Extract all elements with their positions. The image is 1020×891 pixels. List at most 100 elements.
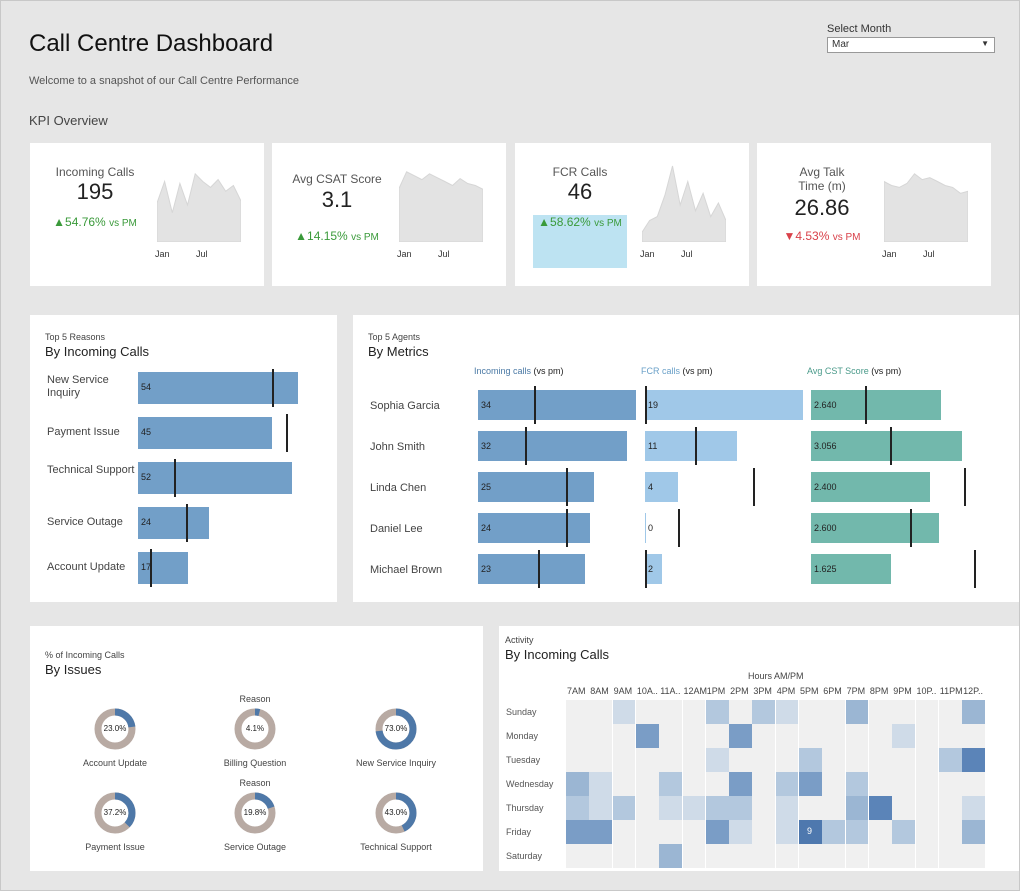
heatmap-cell[interactable]	[915, 796, 939, 820]
heatmap-cell[interactable]	[892, 724, 915, 748]
heatmap-cell[interactable]	[752, 772, 776, 796]
heatmap-cell[interactable]	[612, 748, 636, 772]
heatmap-cell[interactable]	[822, 844, 846, 868]
heatmap-cell[interactable]	[659, 796, 682, 820]
heatmap-cell[interactable]	[962, 724, 985, 748]
kpi-card[interactable]: Incoming Calls 195 ▲54.76% vs PM Jan Jul	[30, 143, 264, 286]
heatmap-cell[interactable]	[892, 748, 915, 772]
heatmap-cell[interactable]: 9	[799, 820, 822, 844]
heatmap-cell[interactable]	[682, 772, 706, 796]
kpi-card[interactable]: Avg Talk Time (m) 26.86 ▼4.53% vs PM Jan Jul	[757, 143, 991, 286]
heatmap-cell[interactable]	[775, 724, 799, 748]
heatmap-cell[interactable]	[892, 820, 915, 844]
heatmap-cell[interactable]	[566, 844, 589, 868]
heatmap-cell[interactable]	[868, 844, 892, 868]
heatmap-cell[interactable]	[868, 748, 892, 772]
heatmap-cell[interactable]	[589, 796, 613, 820]
heatmap-cell[interactable]	[752, 748, 776, 772]
agent-metric-bar[interactable]: 34	[478, 390, 636, 420]
heatmap-cell[interactable]	[635, 724, 659, 748]
heatmap-cell[interactable]	[962, 772, 985, 796]
heatmap-cell[interactable]	[566, 724, 589, 748]
reason-bar[interactable]: 54	[138, 372, 299, 404]
heatmap-cell[interactable]	[845, 772, 869, 796]
heatmap-cell[interactable]	[868, 724, 892, 748]
agent-metric-bar[interactable]: 3.056	[811, 431, 962, 461]
heatmap-cell[interactable]	[775, 796, 799, 820]
heatmap-cell[interactable]	[845, 820, 869, 844]
heatmap-cell[interactable]	[938, 772, 962, 796]
heatmap-cell[interactable]	[915, 724, 939, 748]
heatmap-cell[interactable]	[938, 724, 962, 748]
heatmap-cell[interactable]	[938, 820, 962, 844]
heatmap-cell[interactable]	[612, 772, 636, 796]
heatmap-cell[interactable]	[938, 748, 962, 772]
heatmap-cell[interactable]	[915, 748, 939, 772]
heatmap-cell[interactable]	[566, 700, 589, 724]
agent-metric-bar[interactable]: 2.640	[811, 390, 942, 420]
heatmap-cell[interactable]	[729, 700, 752, 724]
agent-metric-bar[interactable]: 32	[478, 431, 627, 461]
heatmap-cell[interactable]	[705, 700, 729, 724]
heatmap-cell[interactable]	[589, 724, 613, 748]
heatmap-cell[interactable]	[752, 844, 776, 868]
agent-metric-bar[interactable]: 23	[478, 554, 585, 584]
heatmap-cell[interactable]	[659, 772, 682, 796]
agent-metric-bar[interactable]: 2.600	[811, 513, 940, 543]
heatmap-cell[interactable]	[612, 724, 636, 748]
heatmap-cell[interactable]	[915, 700, 939, 724]
heatmap-cell[interactable]	[566, 748, 589, 772]
heatmap-cell[interactable]	[729, 820, 752, 844]
agent-metric-bar[interactable]: 25	[478, 472, 595, 502]
heatmap-cell[interactable]	[915, 844, 939, 868]
heatmap-cell[interactable]	[682, 724, 706, 748]
heatmap-cell[interactable]	[799, 724, 822, 748]
heatmap-cell[interactable]	[845, 844, 869, 868]
heatmap-cell[interactable]	[729, 796, 752, 820]
heatmap-cell[interactable]	[612, 844, 636, 868]
heatmap-cell[interactable]	[635, 820, 659, 844]
agent-metric-bar[interactable]: 2.400	[811, 472, 930, 502]
heatmap-cell[interactable]	[752, 820, 776, 844]
agent-metric-bar[interactable]: 1.625	[811, 554, 892, 584]
heatmap-cell[interactable]	[566, 772, 589, 796]
heatmap-cell[interactable]	[868, 820, 892, 844]
heatmap-cell[interactable]	[682, 748, 706, 772]
month-select[interactable]: Mar ▼	[827, 37, 995, 53]
heatmap-cell[interactable]	[752, 796, 776, 820]
heatmap-cell[interactable]	[962, 796, 985, 820]
heatmap-cell[interactable]	[822, 820, 846, 844]
agent-metric-bar[interactable]: 0	[645, 513, 653, 543]
heatmap-cell[interactable]	[589, 772, 613, 796]
heatmap-cell[interactable]	[775, 844, 799, 868]
heatmap-cell[interactable]	[822, 700, 846, 724]
heatmap-cell[interactable]	[822, 724, 846, 748]
heatmap-cell[interactable]	[705, 724, 729, 748]
heatmap-cell[interactable]	[799, 796, 822, 820]
heatmap-cell[interactable]	[589, 748, 613, 772]
heatmap-cell[interactable]	[938, 700, 962, 724]
heatmap-cell[interactable]	[962, 844, 985, 868]
heatmap-cell[interactable]	[892, 700, 915, 724]
heatmap-cell[interactable]	[612, 700, 636, 724]
heatmap-cell[interactable]	[589, 820, 613, 844]
heatmap-cell[interactable]	[635, 796, 659, 820]
agent-metric-bar[interactable]: 19	[645, 390, 803, 420]
heatmap-cell[interactable]	[682, 844, 706, 868]
heatmap-cell[interactable]	[635, 748, 659, 772]
heatmap-cell[interactable]	[845, 724, 869, 748]
heatmap-cell[interactable]	[822, 796, 846, 820]
heatmap-cell[interactable]	[892, 844, 915, 868]
agent-metric-bar[interactable]: 24	[478, 513, 590, 543]
heatmap-cell[interactable]	[612, 796, 636, 820]
reason-bar[interactable]: 45	[138, 417, 272, 449]
heatmap-cell[interactable]	[915, 772, 939, 796]
agent-metric-bar[interactable]: 2	[645, 554, 662, 584]
agent-metric-bar[interactable]: 11	[645, 431, 737, 461]
heatmap-cell[interactable]	[705, 820, 729, 844]
heatmap-cell[interactable]	[868, 700, 892, 724]
heatmap-cell[interactable]	[566, 796, 589, 820]
agent-metric-bar[interactable]: 4	[645, 472, 679, 502]
heatmap-cell[interactable]	[589, 844, 613, 868]
heatmap-cell[interactable]	[705, 796, 729, 820]
